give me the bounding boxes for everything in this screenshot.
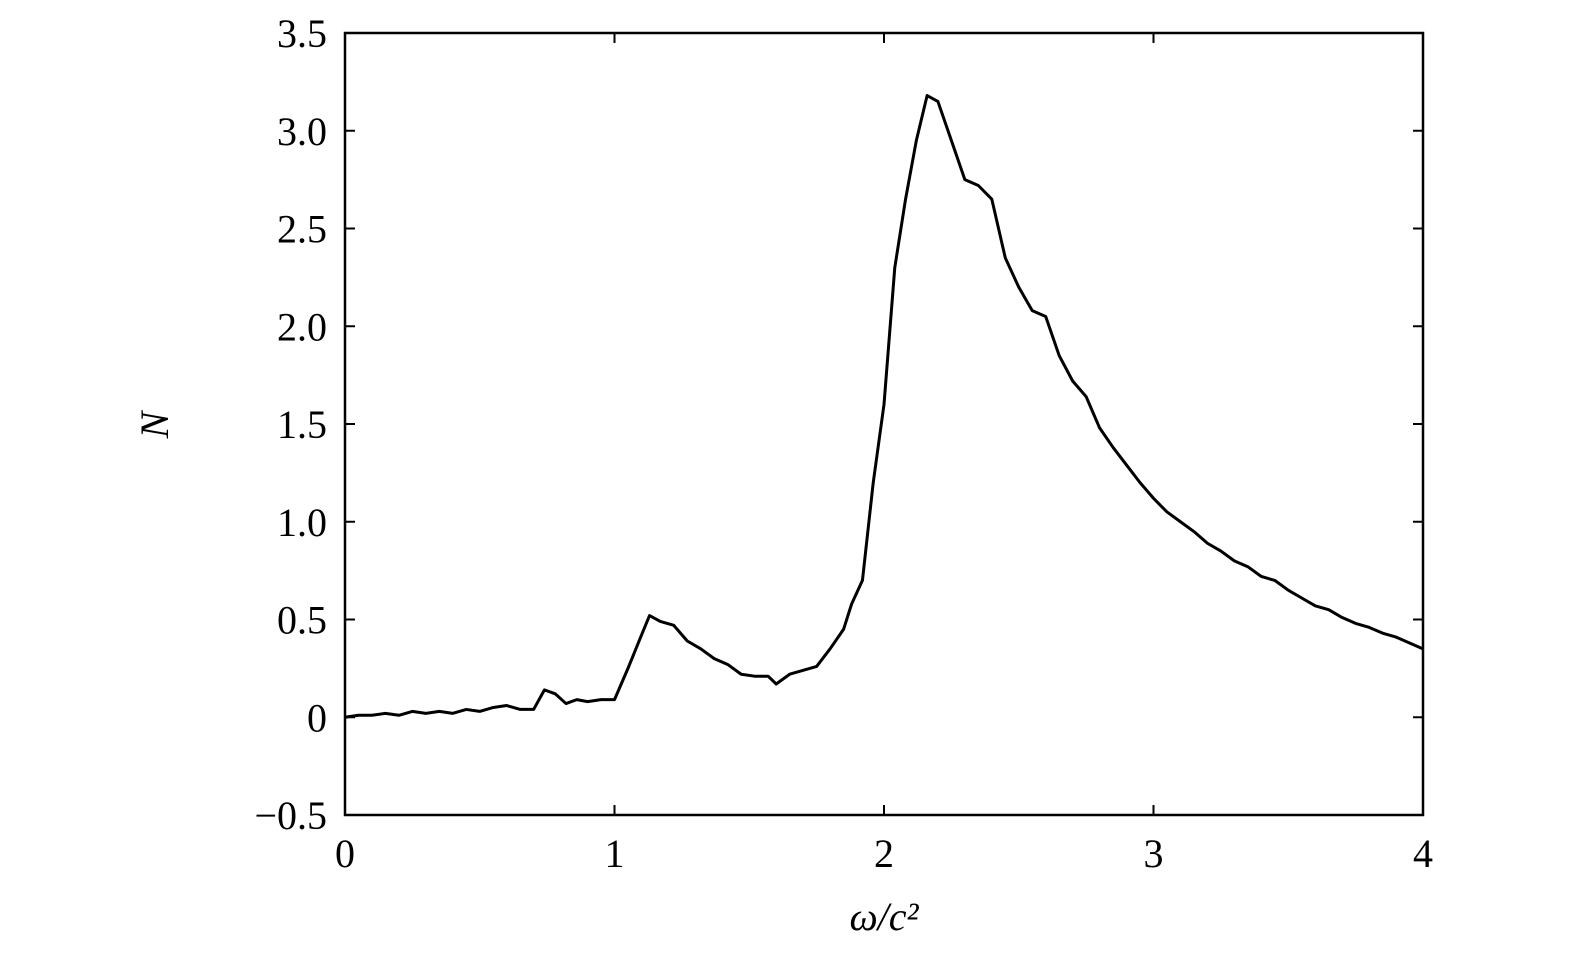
data-line (344, 94, 1424, 719)
x-tick-label: 0 (335, 831, 355, 876)
x-axis-label: ω/c² (849, 894, 919, 939)
y-axis-label: N (132, 409, 177, 439)
y-tick-label: 1.5 (277, 402, 327, 447)
y-tick-label: 3.0 (277, 109, 327, 154)
plot-frame (343, 31, 1425, 817)
y-tick-label: 1.0 (277, 500, 327, 545)
y-tick-label: 0.5 (277, 598, 327, 643)
x-tick-label: 3 (1144, 831, 1164, 876)
x-tick-label: 2 (874, 831, 894, 876)
y-tick-label: 2.0 (277, 304, 327, 349)
y-tick-label: 0 (307, 695, 327, 740)
x-tick-label: 4 (1413, 831, 1433, 876)
y-tick-label: 3.5 (277, 11, 327, 56)
y-tick-label: 2.5 (277, 207, 327, 252)
x-tick-label: 1 (605, 831, 625, 876)
y-tick-label: −0.5 (254, 793, 327, 838)
